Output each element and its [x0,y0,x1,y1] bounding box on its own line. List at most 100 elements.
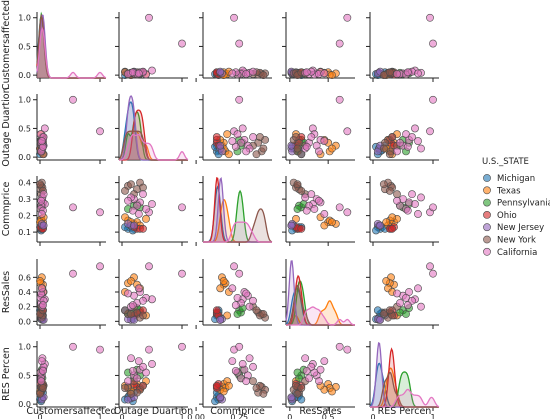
scatter-point-texas [223,130,232,139]
scatter-point-california [148,360,156,368]
legend-marker [483,198,491,207]
scatter-point-new-york [252,306,261,315]
scatter-point-california [233,130,242,139]
y-tick-label: 0.2 [18,303,31,312]
scatter-point-michigan [373,306,382,315]
panel-res-percen-vs-commprice: 0.00 0.25 [187,341,272,419]
scatter-point-texas [219,277,228,285]
scatter-point-california [426,13,434,22]
legend-item-texas: Texas [483,186,521,196]
scatter-point-california [134,284,143,293]
scatter-point-new-jersey [376,315,385,324]
kde-fill-new-jersey [370,343,439,407]
scatter-point-new-york [252,150,261,159]
scatter-point-new-york [39,384,47,392]
scatter-point-texas [328,144,336,153]
scatter-point-california [37,357,46,365]
scatter-point-california [69,342,77,351]
scatter-point-california [128,206,137,215]
legend: U.S._STATE Michigan Texas Pennsylvania Ohio… [482,157,550,258]
x-axis-title-ressales: ResSales [299,406,341,417]
x-tick-label: 0.25 [230,413,248,419]
legend-item-michigan: Michigan [483,174,535,184]
scatter-point-texas [219,387,228,396]
scatter-point-california [429,269,437,278]
scatter-point-new-jersey [216,315,225,324]
scatter-point-california [127,354,135,363]
panel-res-percen-vs-customersaffected: 0.0 0.5 1.0 0 1 [18,341,106,419]
panel-ressales-vs-ressales [282,259,356,329]
scatter-point-new-york [121,186,129,195]
x-tick-label: 0 [370,413,375,419]
kde-fill-pennsylvania [286,280,355,325]
scatter-point-new-york [139,311,147,320]
scatter-point-california [307,133,316,141]
scatter-point-new-york [127,180,135,189]
scatter-point-california [335,342,344,351]
kde-fill-michigan [203,186,272,242]
kde-curve-new-york [370,371,439,408]
scatter-point-new-york [388,133,397,141]
scatter-point-california [145,262,153,271]
scatter-point-california [128,301,137,310]
scatter-point-california [133,201,141,210]
scatter-point-new-york [252,384,261,392]
y-tick-label: 0.0 [18,153,31,162]
legend-label: New Jersey [497,223,544,233]
scatter-point-new-york [297,384,306,392]
scatter-point-california [315,147,323,156]
scatter-point-california [320,137,329,145]
panel-ressales-vs-res-percen [366,259,439,329]
kde-fill-new-york [370,372,439,407]
scatter-point-california [320,69,329,78]
scatter-point-california [37,377,46,386]
scatter-point-california [145,345,153,354]
legend-label: Ohio [497,211,517,221]
y-tick-label: 0.4 [18,288,31,297]
scatter-point-california [396,138,404,147]
scatter-point-california [133,374,141,383]
scatter-point-new-york [385,306,394,315]
scatter-point-california [320,357,329,365]
panel-customersaffected-vs-outage-duartion [115,12,188,82]
kde-fill-ohio [203,178,272,242]
scatter-point-california [134,210,143,218]
y-tick-label: 0.3 [18,195,31,204]
kde-fill-pennsylvania [37,14,106,78]
scatter-point-california [96,208,104,217]
scatter-point-new-york [385,150,394,159]
legend-marker [483,210,491,219]
scatter-point-california [37,284,46,293]
kde-fill-new-jersey [119,96,188,160]
scatter-point-california [178,269,186,278]
kde-fill-pennsylvania [370,371,439,407]
scatter-point-california [320,210,329,218]
kde-fill-pennsylvania [119,111,188,160]
scatter-point-new-york [385,68,394,77]
y-axis-title-customersaffected: Customersaffected [1,0,12,90]
scatter-point-california [230,13,238,22]
scatter-point-california [343,13,352,22]
scatter-point-california [335,39,344,48]
legend-marker [483,186,491,195]
legend-item-california: California [483,248,537,258]
scatter-point-california [39,366,47,375]
scatter-point-california [403,301,412,310]
legend-label: Pennsylvania [497,199,550,209]
scatter-point-california [242,147,251,156]
legend-item-new-york: New York [483,236,536,246]
scatter-point-california [228,357,237,365]
scatter-point-new-york [259,144,268,153]
y-axis-title-res-percen: RES Percen [1,347,12,401]
scatter-point-california [124,289,132,298]
y-tick-label: 0.5 [18,371,31,380]
x-tick-label: 1 [430,413,435,419]
scatter-point-new-york [379,310,388,318]
scatter-point-california [393,196,401,205]
scatter-point-texas [142,214,150,223]
scatter-point-california [134,69,143,78]
scatter-point-california [245,354,254,363]
scatter-point-new-york [139,183,147,192]
scatter-point-texas [36,277,44,285]
y-tick-label: 0.2 [18,212,31,221]
